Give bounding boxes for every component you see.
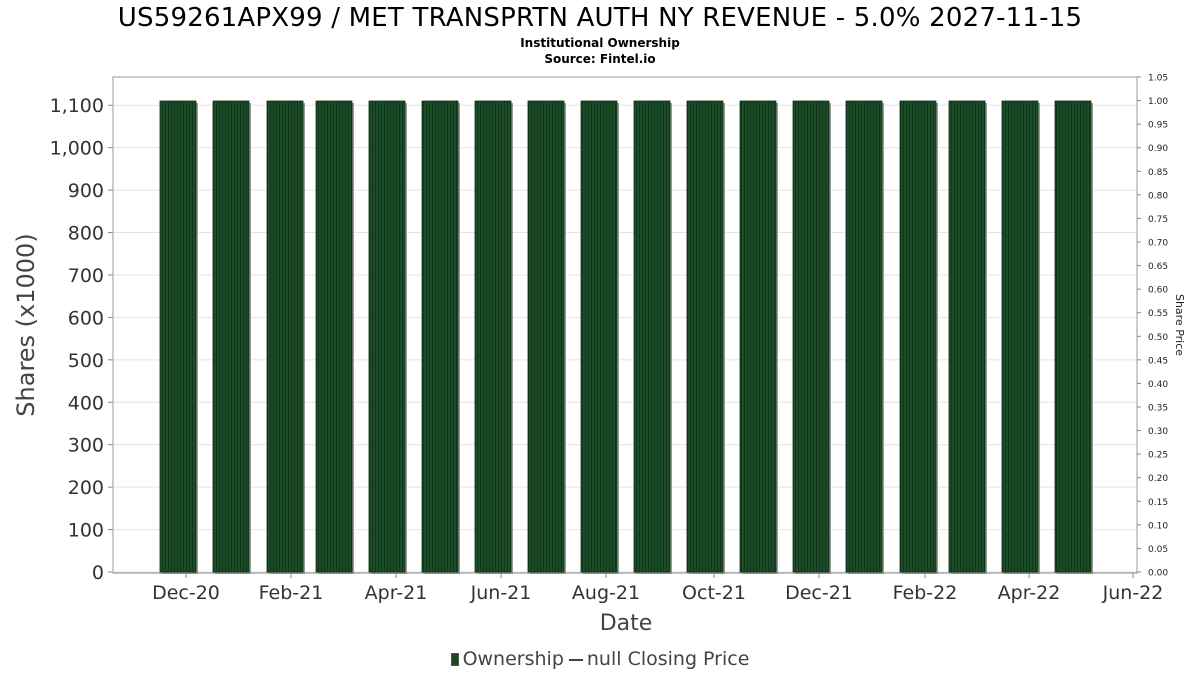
ownership-bar [1001,100,1039,573]
x-tick-label: Dec-20 [152,582,220,604]
ownership-legend-swatch [450,653,459,666]
y2-tick-label: 0.20 [1148,474,1168,484]
x-tick-label: Oct-21 [682,582,746,604]
x-tick-label: Aug-21 [572,582,640,604]
y2-tick-label: 0.25 [1148,451,1168,461]
y-axis-ticks: 0 100 200 300 400 500 600 700 800 900 1,000 1,100 [50,95,113,584]
x-tick-label: Jun-21 [470,582,532,604]
ownership-bar [580,100,618,573]
ownership-bar [212,100,250,573]
legend: Ownership null Closing Price [0,647,1200,671]
ownership-bar [421,100,459,573]
y2-tick-label: 0.50 [1148,333,1168,343]
y-axis-label: Shares (x1000) [12,233,40,416]
ownership-bar [368,100,406,573]
bars-group [159,100,1093,574]
y-tick-label: 1,000 [50,138,104,160]
legend-label-closing-price: null Closing Price [586,648,750,670]
ownership-bar [792,100,830,573]
ownership-bar [739,100,777,573]
x-tick-label: Apr-21 [365,582,428,604]
y2-tick-label: 0.15 [1148,498,1168,508]
y2-tick-label: 0.00 [1148,569,1168,579]
y2-tick-label: 0.05 [1148,545,1168,555]
y2-tick-label: 0.85 [1148,168,1168,178]
x-tick-label: Apr-22 [998,582,1061,604]
x-axis-ticks: Dec-20 Feb-21 Apr-21 Jun-21 Aug-21 Oct-21 Dec-… [113,572,1164,604]
y2-tick-label: 1.00 [1148,97,1168,107]
y2-tick-label: 0.90 [1148,144,1168,154]
chart-subtitle-ownership: Institutional Ownership [520,36,680,50]
y-tick-label: 1,100 [50,95,104,117]
y2-axis-label: Share Price [1173,294,1186,356]
y2-tick-label: 1.05 [1148,74,1168,84]
ownership-bar [527,100,565,573]
y-tick-label: 400 [68,392,104,414]
ownership-bar [159,100,197,573]
closing-price-legend-line [568,658,583,661]
ownership-bar [845,100,883,573]
x-tick-label: Feb-22 [893,582,958,604]
y2-tick-label: 0.35 [1148,404,1168,414]
ownership-bar [686,100,724,573]
ownership-bar [315,100,353,573]
y-tick-label: 900 [68,180,104,202]
y-tick-label: 0 [92,562,104,584]
ownership-bar [1054,100,1092,573]
y2-tick-label: 0.95 [1148,121,1168,131]
y-tick-label: 800 [68,223,104,245]
x-axis-label: Date [600,611,653,636]
y-tick-label: 200 [68,477,104,499]
y2-tick-label: 0.65 [1148,262,1168,272]
y-tick-label: 300 [68,435,104,457]
ownership-bar [899,100,937,573]
x-tick-label: Feb-21 [259,582,324,604]
ownership-bar [474,100,512,573]
ownership-bar [633,100,671,573]
y-tick-label: 100 [68,520,104,542]
y2-tick-label: 0.45 [1148,356,1168,366]
x-tick-label: Dec-21 [785,582,853,604]
y2-tick-label: 0.10 [1148,521,1168,531]
y-tick-label: 700 [68,265,104,287]
y-tick-label: 600 [68,307,104,329]
chart-title: US59261APX99 / MET TRANSPRTN AUTH NY REV… [117,3,1083,33]
y2-tick-label: 0.75 [1148,215,1168,225]
y2-tick-label: 0.40 [1148,380,1168,390]
legend-label-ownership: Ownership [462,648,564,670]
ownership-bar [266,100,304,573]
ownership-chart: 0 100 200 300 400 500 600 700 800 900 1,000 1,100 0… [12,74,1186,637]
y2-tick-label: 0.60 [1148,286,1168,296]
ownership-bar [948,100,986,573]
y2-axis-ticks: 0.00 0.05 0.10 0.15 0.20 0.25 0.30 0.35 0.40 0.45… [1136,74,1168,579]
x-tick-label: Jun-22 [1102,582,1164,604]
y-tick-label: 500 [68,350,104,372]
chart-subtitle-source: Source: Fintel.io [544,52,656,66]
y2-tick-label: 0.70 [1148,239,1168,249]
y2-tick-label: 0.80 [1148,191,1168,201]
y2-tick-label: 0.55 [1148,309,1168,319]
y2-tick-label: 0.30 [1148,427,1168,437]
